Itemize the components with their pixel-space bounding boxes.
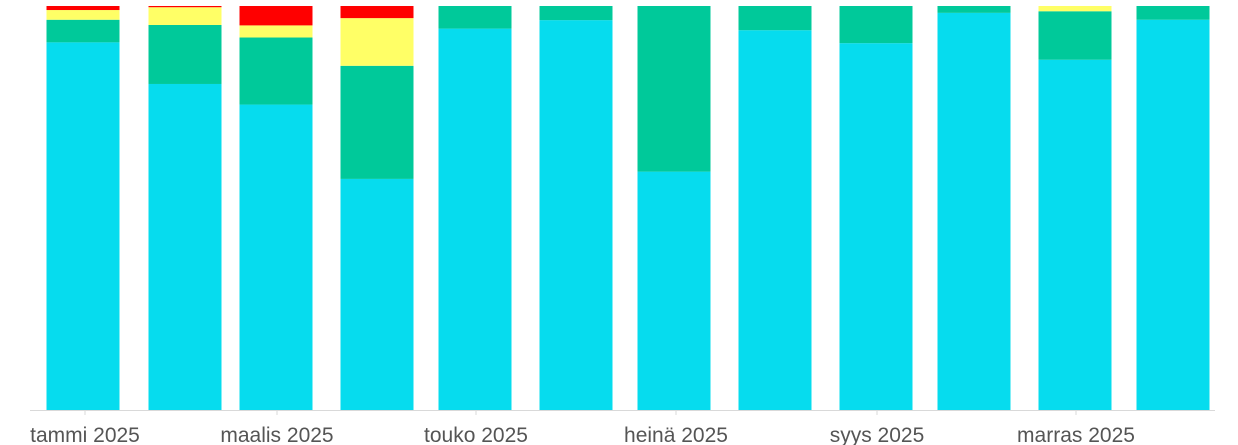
bar-segment-series-1	[438, 28, 512, 411]
bar-segment-series-4	[239, 6, 313, 26]
bar-segment-series-2	[1038, 11, 1112, 60]
bar-group	[839, 6, 913, 410]
bar-group	[1038, 6, 1112, 411]
bar-group	[637, 6, 711, 410]
bar-segment-series-1	[239, 104, 313, 411]
bar-segment-series-1	[148, 83, 222, 411]
bar-segment-series-1	[340, 178, 414, 410]
bar-segment-series-2	[738, 6, 812, 31]
x-tick-label: tammi 2025	[30, 424, 140, 445]
bar-segment-series-1	[738, 30, 812, 411]
bar-segment-series-2	[1136, 6, 1210, 20]
bar-segment-series-4	[46, 6, 120, 11]
bar-group	[46, 6, 120, 411]
bar-group	[148, 6, 222, 411]
bar-segment-series-2	[539, 6, 613, 21]
x-tick-label: marras 2025	[1017, 424, 1135, 445]
bar-segment-series-3	[148, 7, 222, 25]
bar-segment-series-2	[438, 6, 512, 29]
x-tick-label: touko 2025	[424, 424, 528, 445]
bar-group	[539, 6, 613, 410]
bar-segment-series-2	[839, 6, 913, 44]
bar-segment-series-2	[340, 65, 414, 179]
bar-segment-series-1	[46, 42, 120, 411]
bar-group	[340, 6, 414, 410]
bar-segment-series-2	[937, 6, 1011, 13]
bar-segment-series-4	[340, 6, 414, 19]
bars-layer	[46, 6, 1210, 411]
bar-segment-series-3	[1038, 6, 1112, 12]
x-tick-label: maalis 2025	[220, 424, 333, 445]
bar-group	[239, 6, 313, 411]
bar-segment-series-1	[637, 171, 711, 410]
bar-segment-series-1	[539, 20, 613, 410]
bar-segment-series-4	[148, 6, 222, 8]
bar-segment-series-1	[937, 12, 1011, 410]
bar-segment-series-1	[1038, 59, 1112, 411]
bar-segment-series-2	[637, 6, 711, 172]
bar-group	[1136, 6, 1210, 411]
bar-segment-series-2	[239, 37, 313, 105]
x-ticks-layer: tammi 2025 maalis 2025 touko 2025 heinä 202…	[30, 410, 1135, 445]
bar-segment-series-1	[1136, 19, 1210, 411]
bar-segment-series-3	[46, 10, 120, 20]
bar-group	[937, 6, 1011, 410]
bar-segment-series-2	[148, 24, 222, 84]
bar-segment-series-3	[340, 18, 414, 66]
bar-segment-series-1	[839, 43, 913, 410]
bar-segment-series-3	[239, 25, 313, 38]
x-tick-label: syys 2025	[830, 424, 925, 445]
bar-group	[738, 6, 812, 411]
x-tick-label: heinä 2025	[624, 424, 728, 445]
bar-segment-series-2	[46, 19, 120, 43]
bar-group	[438, 6, 512, 411]
